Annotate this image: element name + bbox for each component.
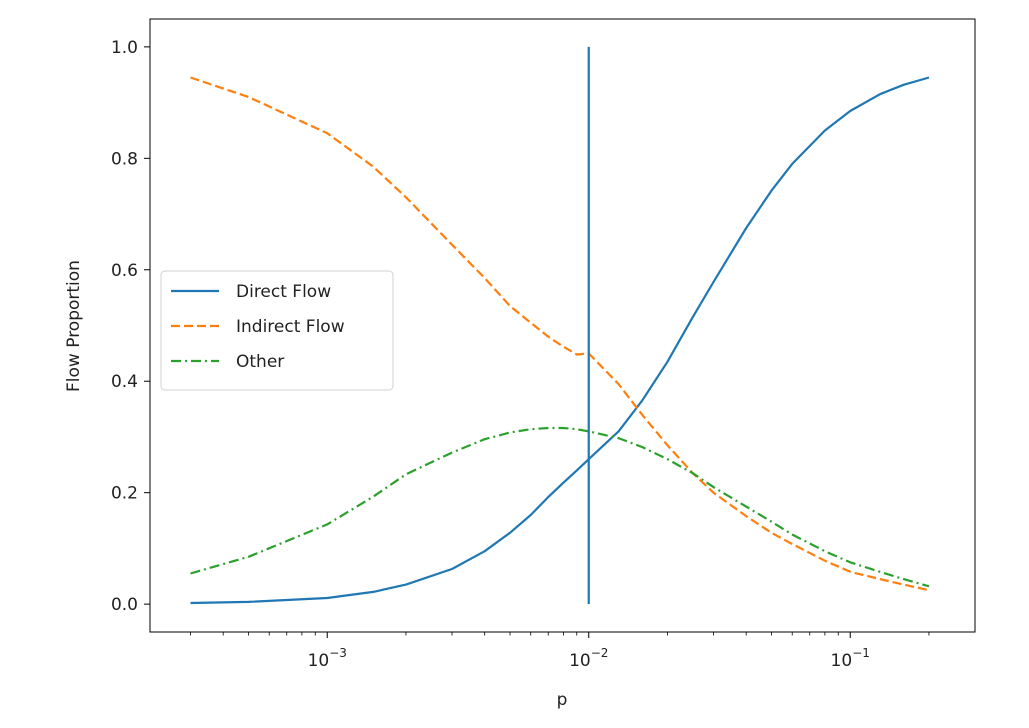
y-tick-label: 0.0 [111, 595, 138, 615]
x-tick-label: 10−3 [308, 646, 347, 671]
series-line-1 [190, 76, 930, 592]
x-tick-label: 10−2 [569, 646, 608, 671]
legend-label-1: Indirect Flow [236, 317, 345, 337]
legend: Direct Flow Indirect Flow Other [160, 270, 394, 391]
plot-content [190, 46, 930, 605]
y-tick-label: 0.6 [111, 261, 138, 281]
x-axis-title: p [557, 690, 568, 710]
y-axis-title: Flow Proportion [64, 260, 84, 392]
x-tick-label: 10−1 [831, 646, 870, 671]
x-axis: 10−3 10−2 10−1 [190, 632, 930, 671]
y-tick-label: 0.2 [111, 484, 138, 504]
legend-label-0: Direct Flow [236, 282, 331, 302]
y-tick-label: 1.0 [111, 38, 138, 58]
y-axis: 0.0 0.2 0.4 0.6 0.8 1.0 [111, 38, 150, 615]
series-line-2 [190, 426, 930, 588]
series-line-0 [190, 76, 930, 605]
y-tick-label: 0.4 [111, 372, 138, 392]
y-tick-label: 0.8 [111, 149, 138, 169]
legend-label-2: Other [236, 352, 284, 372]
plot-frame [149, 18, 976, 633]
